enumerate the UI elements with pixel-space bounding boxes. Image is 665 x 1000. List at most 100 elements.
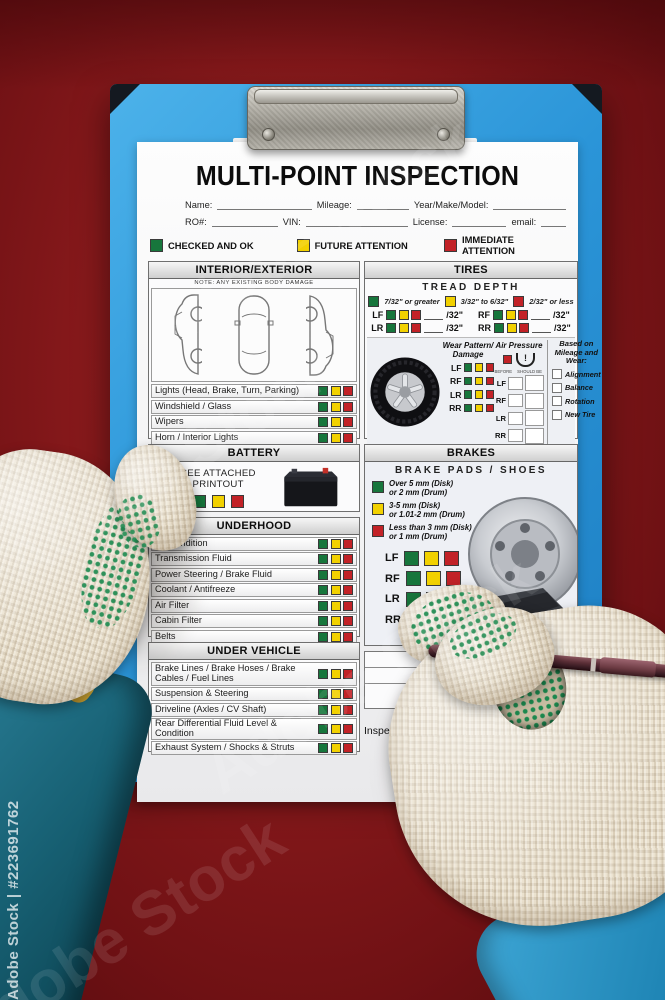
green-checkbox bbox=[318, 631, 328, 642]
mileage-option-row: Rotation bbox=[552, 396, 601, 406]
yellow-checkbox bbox=[330, 743, 341, 754]
green-checkbox bbox=[463, 363, 472, 372]
red-checkbox bbox=[343, 600, 353, 611]
item-label: Cabin Filter bbox=[155, 615, 202, 626]
before-input-box bbox=[508, 411, 523, 425]
checklist-row: Coolant / Antifreeze bbox=[151, 583, 357, 597]
green-checkbox bbox=[386, 323, 397, 333]
option-checkbox bbox=[552, 369, 562, 379]
status-checkboxes bbox=[318, 585, 353, 595]
car-diagram-box bbox=[151, 288, 357, 382]
item-label: Windshield / Glass bbox=[155, 400, 232, 411]
green-checkbox bbox=[405, 571, 421, 587]
yellow-checkbox bbox=[474, 363, 483, 372]
yellow-checkbox bbox=[330, 386, 341, 396]
status-checkboxes bbox=[159, 495, 277, 508]
should-be-label: SHOULD BE bbox=[517, 368, 542, 374]
green-checkbox bbox=[386, 310, 397, 320]
green-checkbox bbox=[493, 310, 503, 320]
position-label: LF bbox=[496, 378, 506, 388]
status-checkboxes bbox=[318, 432, 353, 443]
brake-legend-item: Over 5 mm (Disk) or 2 mm (Drum) bbox=[372, 479, 577, 498]
mileage-option-row: New Tire bbox=[552, 409, 601, 420]
green-checkbox bbox=[318, 600, 328, 611]
red-checkbox bbox=[343, 689, 353, 699]
yellow-checkbox bbox=[330, 538, 341, 549]
section-under-vehicle: UNDER VEHICLE Brake Lines / Brake Hoses … bbox=[148, 642, 360, 756]
yellow-checkbox bbox=[330, 432, 341, 443]
item-label: Horn / Interior Lights bbox=[155, 431, 239, 442]
brake-pads-title: BRAKE PADS / SHOES bbox=[395, 465, 547, 476]
option-label: Alignment bbox=[565, 369, 601, 379]
item-label: Lights (Head, Brake, Turn, Parking) bbox=[155, 385, 300, 396]
status-checkboxes bbox=[463, 403, 494, 413]
corner-protector bbox=[572, 84, 602, 114]
brake-legend-item: 3-5 mm (Disk) or 1.01-2 mm (Drum) bbox=[372, 501, 577, 520]
position-label: RR bbox=[478, 323, 491, 333]
status-legend: CHECKED AND OK FUTURE ATTENTION IMMEDIAT… bbox=[150, 234, 568, 256]
tread-legend-label: 7/32" or greater bbox=[384, 297, 440, 306]
status-checkboxes bbox=[463, 363, 494, 372]
yellow-checkbox bbox=[330, 668, 341, 679]
mileage-label: Mileage: bbox=[316, 200, 352, 210]
green-checkbox bbox=[368, 296, 380, 307]
air-pressure-row: RR bbox=[494, 427, 544, 444]
green-checkbox bbox=[318, 723, 328, 734]
item-label: Rear Differential Fluid Level & Conditio… bbox=[155, 718, 277, 738]
battery-note-block: SEE ATTACHED PRINTOUT bbox=[159, 468, 277, 508]
checklist-row: Horn / Interior Lights bbox=[151, 430, 357, 445]
car-side-left-diagram bbox=[174, 294, 202, 375]
red-checkbox bbox=[343, 401, 353, 412]
clipboard-clip bbox=[247, 86, 465, 150]
item-label: Air Filter bbox=[155, 600, 189, 611]
brake-legend-item: Less than 3 mm (Disk) or 1 mm (Drum) bbox=[372, 523, 577, 542]
section-interior-exterior: INTERIOR/EXTERIOR NOTE: ANY EXISTING BOD… bbox=[148, 261, 360, 445]
legend-label: CHECKED AND OK bbox=[168, 239, 254, 251]
red-checkbox bbox=[485, 376, 494, 386]
before-label: BEFORE bbox=[494, 368, 513, 374]
green-checkbox bbox=[318, 401, 328, 412]
status-checkboxes bbox=[318, 631, 353, 642]
yellow-checkbox bbox=[330, 689, 341, 699]
option-label: New Tire bbox=[565, 410, 596, 419]
tires-detail-area: Wear Pattern/ Damage LF RF LR RR Air Pre… bbox=[367, 337, 601, 446]
option-checkbox bbox=[552, 409, 562, 420]
red-checkbox bbox=[343, 723, 353, 734]
email-label: email: bbox=[511, 217, 537, 227]
inspection-form: MULTI-POINT INSPECTION Name: Mileage: Ye… bbox=[137, 142, 601, 802]
red-checkbox bbox=[343, 704, 353, 715]
clip-screw bbox=[262, 128, 275, 141]
section-header: UNDERHOOD bbox=[149, 518, 359, 535]
section-header: TIRES bbox=[365, 262, 577, 279]
red-checkbox bbox=[343, 616, 353, 626]
brake-row: RF bbox=[385, 571, 577, 587]
option-label: Balance bbox=[565, 383, 593, 392]
checklist-row: Brake Lines / Brake Hoses / Brake Cables… bbox=[151, 661, 357, 686]
green-checkbox bbox=[318, 554, 328, 564]
field-row: RO#: VIN: License: email: bbox=[185, 217, 566, 227]
vin-line bbox=[305, 217, 408, 227]
status-checkboxes bbox=[318, 386, 353, 396]
position-label: RF bbox=[450, 376, 462, 387]
item-label: Suspension & Steering bbox=[155, 688, 249, 699]
tread-unit: /32" bbox=[446, 323, 463, 333]
tread-unit: /32" bbox=[446, 310, 463, 320]
yellow-checkbox bbox=[330, 600, 341, 611]
wear-pattern-column: Wear Pattern/ Damage LF RF LR RR bbox=[442, 340, 494, 444]
tread-depth-legend: 7/32" or greater 3/32" to 6/32" 2/32" or… bbox=[365, 296, 577, 307]
license-label: License: bbox=[412, 217, 448, 227]
body-damage-note: NOTE: ANY EXISTING BODY DAMAGE bbox=[194, 280, 314, 286]
green-checkbox bbox=[372, 481, 384, 493]
green-checkbox bbox=[318, 704, 328, 715]
yellow-checkbox bbox=[474, 390, 483, 399]
should-be-input-box bbox=[525, 375, 544, 392]
green-checkbox bbox=[463, 390, 472, 399]
status-checkboxes bbox=[404, 550, 460, 566]
red-checkbox bbox=[343, 417, 353, 427]
checklist-row: Suspension & Steering bbox=[151, 687, 357, 701]
red-checkbox bbox=[485, 363, 494, 372]
yellow-checkbox bbox=[425, 571, 441, 587]
yellow-checkbox bbox=[211, 495, 225, 508]
air-pressure-row: RF bbox=[494, 392, 544, 409]
item-label: Driveline (Axles / CV Shaft) bbox=[155, 703, 267, 714]
